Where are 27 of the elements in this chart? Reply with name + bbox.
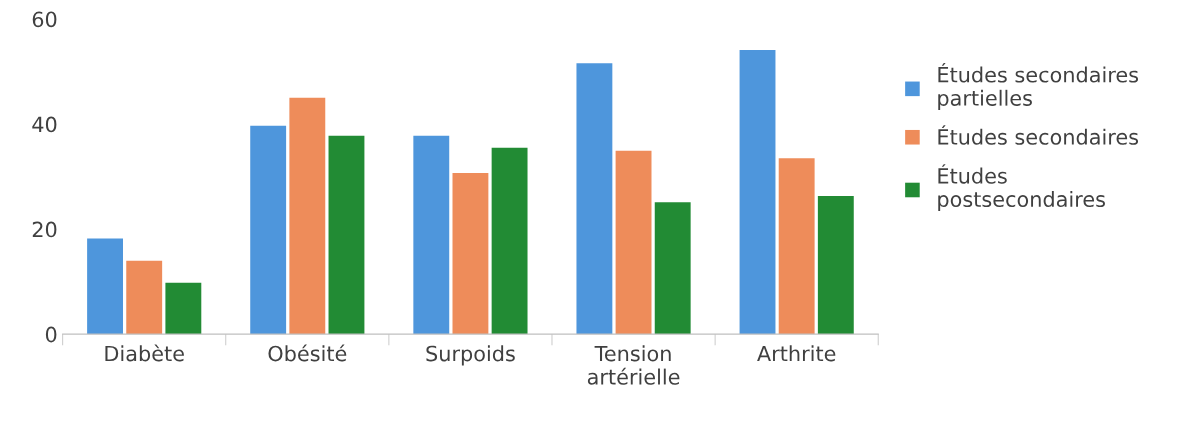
bar <box>576 63 613 335</box>
bar <box>817 196 854 335</box>
bar <box>250 125 287 335</box>
legend-label: Études postsecondaires <box>938 164 1105 212</box>
bar <box>289 97 326 335</box>
legend-label: Études secondaires <box>938 125 1139 145</box>
y-tick-label: 60 <box>32 11 57 28</box>
bar <box>87 238 123 335</box>
bar <box>126 260 163 335</box>
bar <box>615 150 652 335</box>
x-tick-label: Obésité <box>268 344 347 362</box>
legend-label: Études secondaires partielles <box>938 63 1139 110</box>
bar <box>491 147 528 335</box>
bar <box>778 158 815 335</box>
y-tick-label: 0 <box>45 326 57 343</box>
bar <box>413 135 450 335</box>
bar <box>328 135 365 335</box>
bar <box>452 172 489 335</box>
y-tick-label: 20 <box>32 221 57 238</box>
x-tick-label: Surpoids <box>426 345 515 366</box>
bar <box>165 282 202 335</box>
x-tick-label: Diabète <box>105 344 184 362</box>
y-tick-label: 40 <box>32 116 57 133</box>
bar <box>654 202 691 335</box>
bar <box>739 50 776 335</box>
x-tick-label: Arthrite <box>757 345 836 362</box>
x-tick-label: Tension artérielle <box>587 345 680 385</box>
